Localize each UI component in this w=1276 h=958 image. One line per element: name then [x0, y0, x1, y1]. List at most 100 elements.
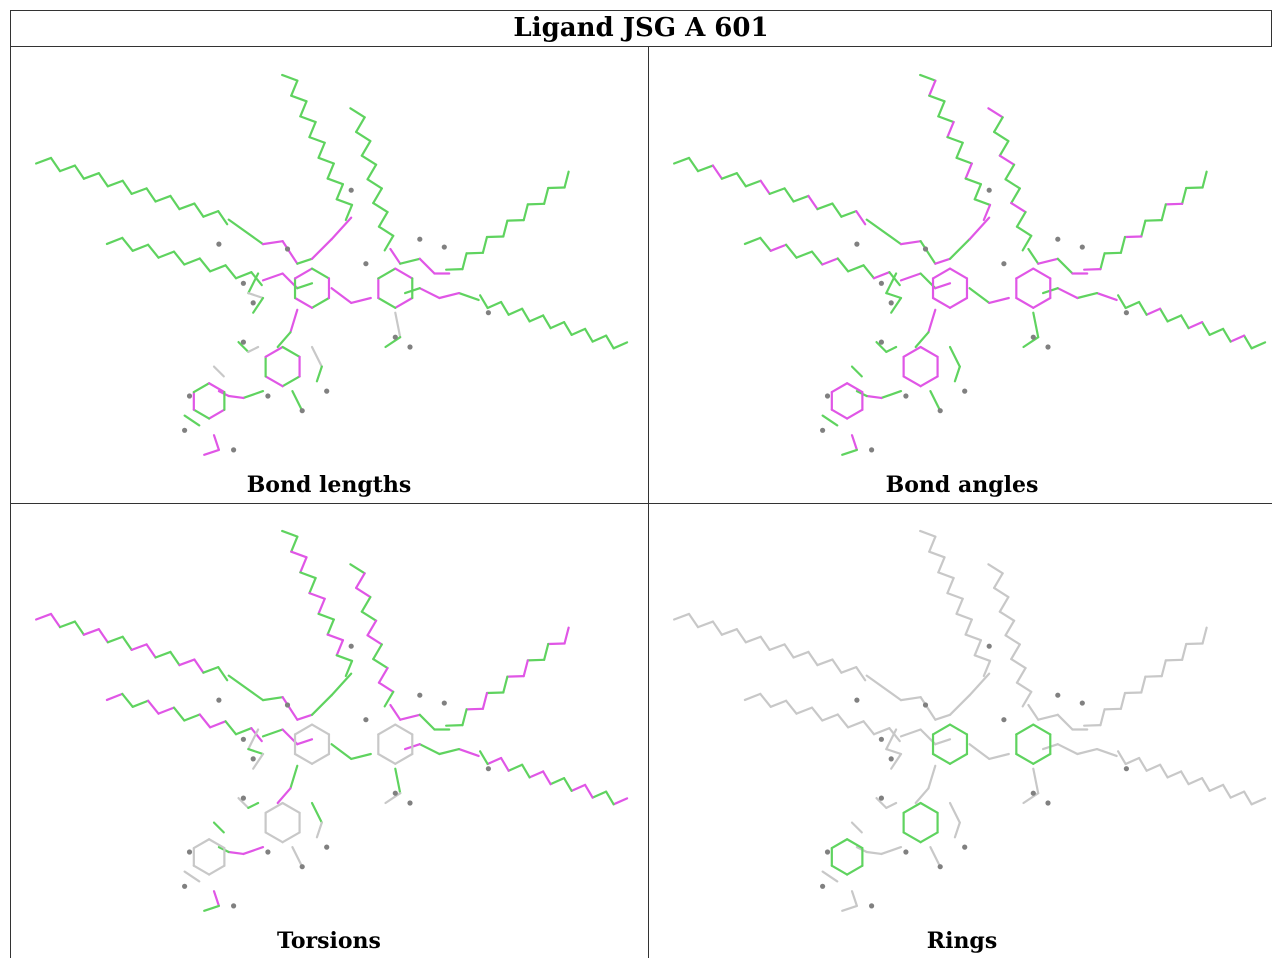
atom	[231, 903, 237, 909]
bond	[106, 179, 124, 188]
bond	[520, 307, 531, 323]
bond	[1124, 300, 1141, 310]
bond	[955, 597, 964, 615]
atom	[265, 393, 271, 399]
bond	[919, 375, 939, 388]
bond	[948, 694, 971, 716]
ring-bonds	[1015, 267, 1052, 309]
bond	[899, 696, 922, 702]
bond	[785, 243, 798, 259]
bond	[604, 790, 615, 806]
bond	[355, 130, 372, 143]
alkyl-chain	[743, 236, 901, 287]
atom	[485, 310, 491, 316]
bond	[520, 763, 531, 779]
bond	[1004, 178, 1021, 190]
atom	[348, 187, 354, 193]
bond	[541, 314, 552, 330]
alkyl-chain	[35, 156, 229, 226]
bond	[948, 296, 969, 309]
bond	[946, 576, 955, 595]
atom	[324, 844, 330, 850]
bond	[394, 723, 414, 736]
bond	[234, 727, 253, 736]
bond	[993, 586, 1010, 599]
bond	[1099, 708, 1106, 727]
bond	[928, 535, 937, 553]
bond	[247, 292, 265, 300]
bond	[1187, 777, 1204, 786]
panel-torsions: Torsions	[10, 503, 648, 958]
bond-group	[875, 797, 898, 809]
alkyl-chain	[105, 236, 263, 287]
bond-group	[899, 728, 952, 746]
alkyl-chain	[35, 612, 229, 682]
atom	[878, 736, 884, 742]
bond	[528, 770, 545, 779]
bond	[673, 156, 691, 165]
bond	[344, 659, 354, 678]
bond	[326, 162, 335, 180]
bond	[502, 675, 509, 694]
bond	[1037, 713, 1059, 721]
ring-bonds	[830, 382, 864, 420]
bond	[418, 713, 436, 731]
bond	[955, 156, 973, 165]
bond	[583, 327, 594, 343]
bond	[865, 850, 883, 856]
bond	[291, 390, 304, 412]
bond	[281, 345, 301, 358]
atom	[485, 766, 491, 772]
bond	[289, 308, 299, 334]
bond	[1032, 752, 1052, 765]
bond	[968, 743, 991, 760]
bond	[885, 272, 898, 295]
bond	[169, 194, 181, 211]
bond	[372, 187, 383, 205]
bond-group	[929, 390, 942, 412]
bond	[1095, 748, 1118, 758]
bond-group	[855, 846, 903, 856]
bond	[209, 720, 227, 729]
alkyl-chain	[478, 750, 629, 806]
bond	[899, 728, 922, 738]
bond-group	[276, 308, 299, 349]
figure-title: Ligand JSG A 601	[10, 10, 1272, 47]
bond	[522, 659, 529, 678]
bond	[281, 375, 301, 388]
atom	[1045, 344, 1051, 350]
bond	[927, 764, 937, 790]
bond	[948, 267, 969, 280]
bond	[872, 271, 891, 280]
bond	[914, 331, 930, 349]
bond	[366, 634, 383, 646]
bond	[526, 658, 546, 662]
bond-group	[330, 287, 372, 304]
bond	[1083, 268, 1102, 271]
bond-group	[968, 287, 1010, 304]
bond	[604, 334, 615, 350]
bond	[360, 139, 372, 157]
bond	[847, 720, 865, 729]
bond	[931, 296, 952, 309]
bond-group	[1027, 703, 1089, 731]
bond	[964, 162, 973, 180]
bond	[841, 448, 858, 456]
bond	[208, 838, 226, 850]
bond	[130, 187, 148, 195]
bond	[841, 904, 858, 912]
atom	[186, 849, 193, 855]
bond	[795, 706, 814, 715]
bond-group	[291, 390, 304, 412]
bond	[875, 341, 888, 353]
alkyl-chain	[673, 612, 867, 682]
bond	[507, 763, 524, 772]
bond	[1158, 763, 1169, 779]
bond	[366, 619, 378, 637]
bond	[360, 154, 378, 166]
bond	[203, 904, 220, 912]
bond	[330, 672, 353, 697]
bond	[252, 752, 265, 770]
bond	[315, 821, 323, 839]
bond	[968, 216, 991, 241]
